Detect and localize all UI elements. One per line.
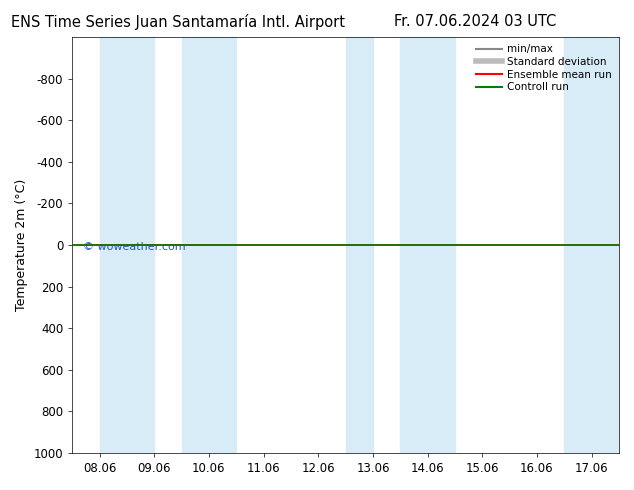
- Bar: [346, 37, 373, 453]
- Bar: [100, 37, 154, 453]
- Text: © woweather.com: © woweather.com: [83, 242, 186, 252]
- Legend: min/max, Standard deviation, Ensemble mean run, Controll run: min/max, Standard deviation, Ensemble me…: [474, 42, 614, 94]
- Bar: [564, 37, 619, 453]
- Bar: [181, 37, 236, 453]
- Bar: [400, 37, 455, 453]
- Text: ENS Time Series Juan Santamaría Intl. Airport: ENS Time Series Juan Santamaría Intl. Ai…: [11, 14, 344, 30]
- Text: Fr. 07.06.2024 03 UTC: Fr. 07.06.2024 03 UTC: [394, 14, 557, 29]
- Y-axis label: Temperature 2m (°C): Temperature 2m (°C): [15, 179, 28, 311]
